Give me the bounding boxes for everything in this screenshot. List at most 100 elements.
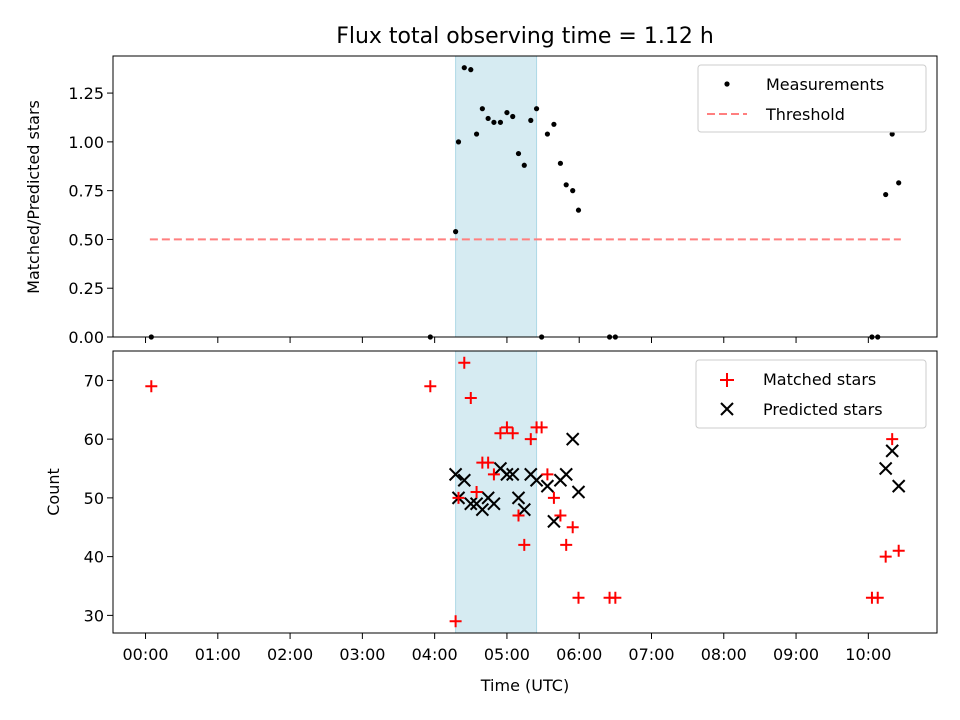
predicted-stars-stroke (506, 467, 520, 482)
predicted-stars-stroke (487, 497, 501, 511)
measurement-point (883, 191, 889, 198)
matched-stars-point (145, 380, 158, 393)
matched-stars-point (452, 491, 465, 504)
predicted-stars-stroke (540, 479, 555, 493)
predicted-stars-point (529, 473, 544, 487)
measurement-point (551, 121, 557, 127)
top-observing-window (455, 55, 538, 338)
predicted-stars-stroke (529, 473, 544, 487)
top-y-tick-label: 1.25 (68, 84, 104, 103)
measurement-point (515, 150, 522, 157)
matched-stars-point (547, 491, 560, 504)
predicted-stars-stroke (517, 502, 531, 517)
matched-stars-point (487, 468, 500, 481)
matched-stars-point (482, 456, 495, 469)
legend-matched-label: Matched stars (763, 370, 876, 389)
legend-predicted-label: Predicted stars (763, 400, 883, 419)
bottom-y-tick-label: 50 (84, 489, 104, 508)
legend-matched-marker (720, 373, 734, 387)
predicted-stars-point (878, 461, 893, 476)
matched-stars-point (572, 591, 585, 604)
bottom-y-tick-label: 60 (84, 430, 104, 449)
bottom-x-tick-label: 01:00 (195, 645, 241, 664)
x-axis-label: Time (UTC) (480, 676, 569, 695)
matched-stars-point (609, 591, 622, 604)
matched-stars-point (494, 427, 507, 440)
bottom-x-tick-label: 00:00 (122, 645, 168, 664)
matched-stars-point (879, 550, 892, 563)
predicted-stars-stroke (511, 491, 526, 505)
predicted-stars-stroke (565, 432, 580, 446)
top-y-axis-label: Matched/Predicted stars (24, 100, 43, 294)
bottom-x-tick-label: 04:00 (412, 645, 458, 664)
matched-stars-point (424, 380, 437, 393)
legend-threshold-label: Threshold (765, 105, 845, 124)
measurement-point (563, 182, 569, 188)
matched-stars-point (518, 538, 531, 551)
matched-stars-point (512, 509, 525, 522)
predicted-stars-point (540, 479, 555, 493)
predicted-stars-stroke (547, 514, 561, 529)
measurement-point (479, 106, 485, 112)
predicted-stars-point (885, 444, 899, 458)
bottom-axis-ticks: 30 40 50 60 70 00:00 01:00 02:00 03:00 04:00 05:00… (84, 371, 892, 664)
bottom-x-tick-label: 06:00 (556, 645, 602, 664)
predicted-stars-stroke (500, 467, 514, 482)
legend-measurements-marker (724, 81, 730, 87)
measurement-point (504, 109, 510, 116)
predicted-stars-point (506, 467, 520, 482)
predicted-stars-point (475, 502, 490, 517)
top-y-tick-label: 0.00 (68, 328, 104, 347)
bottom-x-tick-label: 07:00 (628, 645, 674, 664)
matched-stars-point (449, 615, 462, 628)
measurement-point (570, 188, 576, 194)
measurement-point (473, 131, 480, 137)
measurement-point (468, 67, 474, 73)
predicted-stars-point (500, 467, 514, 482)
predicted-stars-stroke (885, 444, 899, 458)
predicted-stars-point (891, 479, 906, 493)
predicted-stars-point (571, 485, 586, 499)
predicted-stars-stroke (891, 479, 906, 493)
top-y-tick-label: 0.50 (68, 230, 104, 249)
measurement-point (453, 229, 459, 235)
matched-stars-point (566, 521, 579, 534)
measurement-point (896, 180, 902, 186)
top-y-tick-label: 1.00 (68, 133, 104, 152)
legend-predicted-marker (720, 402, 734, 416)
bottom-plot-marks (145, 356, 906, 628)
measurement-point (521, 162, 527, 168)
matched-stars-point (524, 433, 537, 446)
bottom-y-axis-label: Count (44, 468, 63, 516)
top-axes-frame (112, 55, 938, 338)
measurement-point (889, 131, 895, 137)
bottom-y-tick-label: 30 (84, 606, 104, 625)
matched-stars-point (458, 356, 471, 369)
measurement-point (510, 113, 516, 120)
top-chart-title: Flux total observing time = 1.12 h (336, 24, 714, 49)
bottom-legend: Matched stars Predicted stars (695, 359, 927, 429)
top-legend: Measurements Threshold (697, 64, 927, 133)
bottom-y-tick-label: 40 (84, 548, 104, 567)
bottom-x-tick-label: 08:00 (701, 645, 747, 664)
measurement-point (544, 131, 551, 137)
measurement-point (533, 106, 540, 112)
top-axis-ticks: 0.00 0.25 0.50 0.75 1.00 1.25 (68, 84, 869, 347)
matched-stars-point (535, 421, 548, 434)
bottom-x-tick-label: 09:00 (773, 645, 819, 664)
top-shaded-interval (455, 55, 538, 338)
matched-stars-point (506, 427, 519, 440)
predicted-stars-stroke (571, 485, 586, 499)
matched-stars-point (554, 509, 567, 522)
predicted-stars-point (511, 491, 526, 505)
top-legend-box (697, 64, 927, 133)
bottom-y-tick-label: 70 (84, 371, 104, 390)
measurement-point (557, 160, 564, 166)
predicted-stars-stroke (559, 467, 573, 482)
bottom-axes-frame (112, 350, 938, 634)
predicted-stars-point (487, 497, 501, 511)
predicted-stars-point (547, 514, 561, 529)
matched-stars-point (470, 486, 483, 498)
matched-stars-point (464, 392, 477, 404)
